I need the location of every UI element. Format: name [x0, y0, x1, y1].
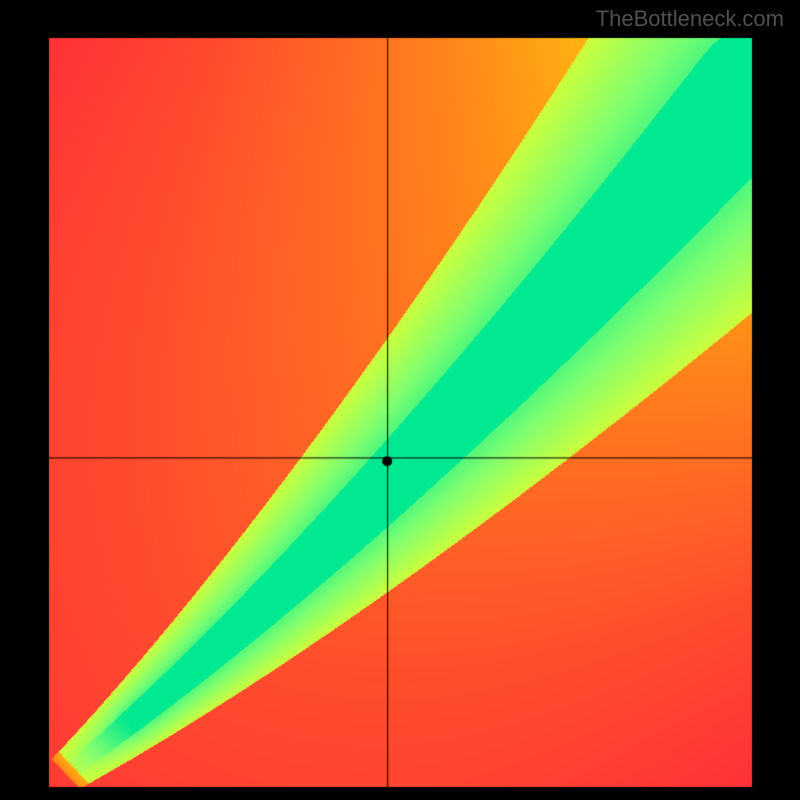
chart-container: TheBottleneck.com: [0, 0, 800, 800]
bottleneck-heatmap: [0, 0, 800, 800]
attribution-text: TheBottleneck.com: [596, 6, 784, 32]
